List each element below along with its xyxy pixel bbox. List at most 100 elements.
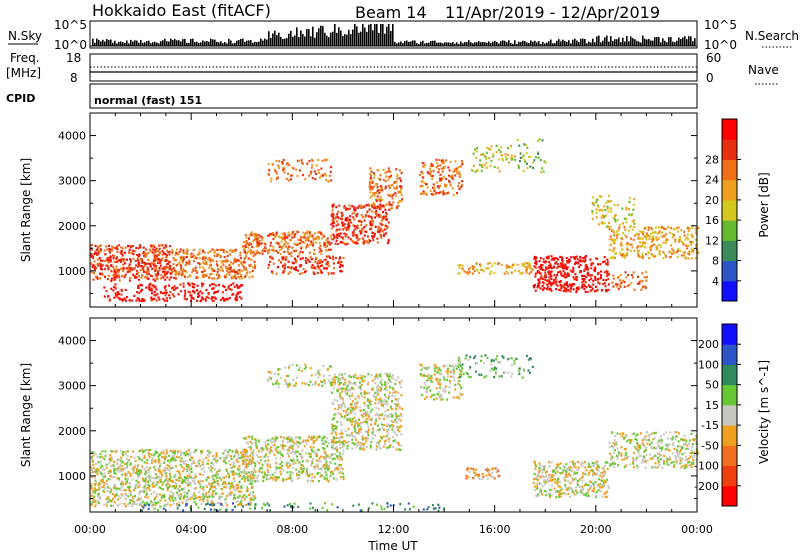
power-cell [163,274,166,277]
power-cell [144,255,147,258]
velocity-cell [249,492,252,495]
velocity-cell [243,454,246,457]
power-cell [687,252,689,255]
power-cell [614,252,617,255]
power-cell [148,272,151,275]
power-cell [220,265,222,268]
power-cell [470,168,473,171]
power-cell [566,260,569,263]
power-cell [223,298,226,301]
power-cell [575,255,578,258]
velocity-cell [216,479,219,482]
power-cell [608,238,611,241]
velocity-region-0 [90,448,257,508]
power-cell [691,247,694,250]
power-cell [622,232,624,235]
velocity-cell [146,496,149,499]
power-cell [585,275,588,279]
power-cell [572,269,575,272]
power-cell [259,235,262,238]
power-cell [609,235,612,238]
velocity-cell [297,476,300,479]
velocity-cell [244,437,247,441]
sky-bar [182,39,184,46]
power-cell [584,285,587,288]
velocity-cell [207,466,210,469]
velocity-cell [224,501,227,504]
velocity-cell [291,466,294,469]
power-cell [341,264,344,267]
velocity-cell [131,499,134,502]
velocity-cell [313,465,316,468]
power-cell [181,259,184,262]
sky-bar [458,43,460,46]
velocity-cell [94,491,96,494]
velocity-cell [287,455,290,458]
power-cell [500,154,503,157]
velocity-cell [295,468,298,471]
velocity-cell [288,447,291,450]
velocity-cell [166,486,169,489]
power-cell [368,204,371,208]
velocity-cell [274,436,277,439]
power-cell [313,266,316,269]
power-cell [351,231,354,234]
power-cell [355,215,358,218]
velocity-cell [287,477,290,480]
velocity-cell [309,455,312,458]
power-cell [585,286,588,289]
power-cell [323,267,325,270]
velocity-cell [279,473,282,476]
velocity-cell [193,477,196,480]
power-cell [449,160,452,163]
power-cell [396,185,399,188]
velocity-cell [249,462,252,465]
power-cell [563,266,566,269]
sky-bar [538,41,540,46]
power-cell [267,234,269,237]
power-cell [164,253,167,256]
velocity-cell [160,496,163,499]
power-cell [112,254,115,257]
power-cell [485,157,488,160]
power-cell [250,243,253,246]
power-cell [137,284,140,287]
power-cell [520,272,523,275]
power-cell [173,269,176,272]
sky-bar [138,42,140,46]
velocity-cell [310,435,313,439]
power-cell [189,274,192,277]
power-cell [372,205,375,208]
velocity-cell [163,456,166,459]
power-cell [161,244,164,247]
power-cell [307,239,310,242]
velocity-cell [319,475,322,478]
velocity-cell [174,474,177,477]
velocity-cell [281,468,283,471]
sky-bar [530,40,532,46]
velocity-cell [174,482,177,485]
velocity-cell [167,459,169,462]
power-cell [375,198,377,201]
power-cell [603,282,606,285]
velocity-cell [331,470,334,474]
power-cell [142,268,145,271]
velocity-cell [308,452,311,455]
power-cell [296,175,299,178]
sky-bar [694,38,696,46]
velocity-cell [116,468,119,471]
velocity-cell [118,458,121,461]
power-cell [330,214,333,217]
sky-bar [298,37,300,46]
power-cell [152,244,155,247]
velocity-cell [159,471,162,474]
power-cell [128,251,131,255]
velocity-cell [137,498,140,501]
power-cell [91,266,94,269]
velocity-cell [148,474,151,478]
power-cell [113,285,116,289]
power-cell [578,265,581,269]
power-cell [556,263,559,266]
velocity-cell [202,498,205,501]
power-cell [399,191,402,194]
